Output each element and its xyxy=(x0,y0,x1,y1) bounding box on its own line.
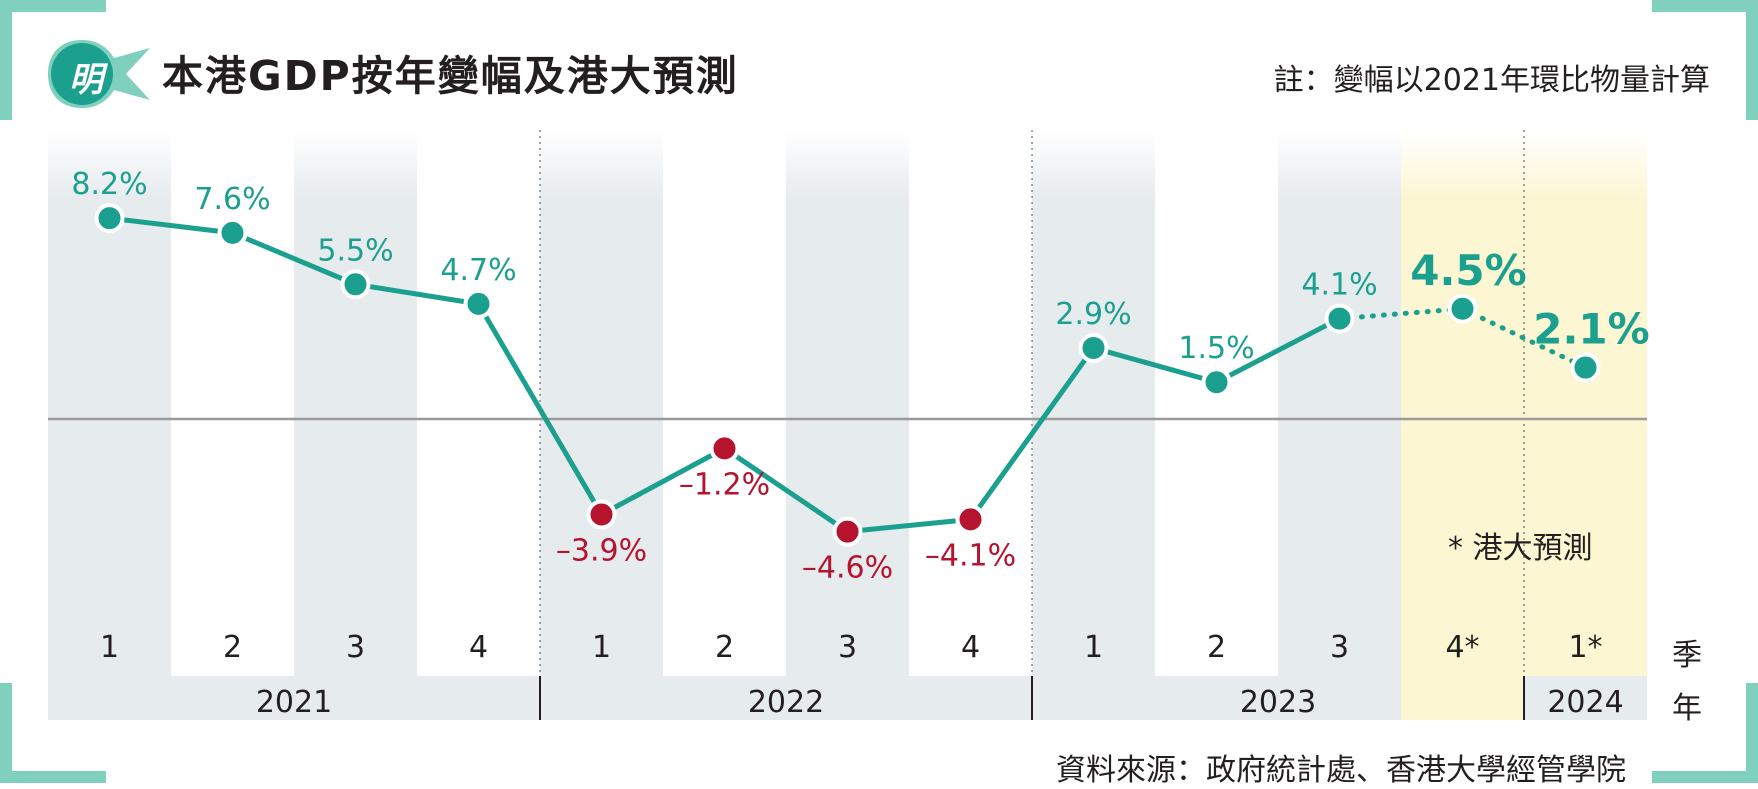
quarter-label: 3 xyxy=(838,630,857,665)
data-point xyxy=(832,516,863,547)
data-label: 7.6% xyxy=(194,182,270,217)
data-label: 1.5% xyxy=(1178,331,1254,366)
line-segment xyxy=(353,281,481,307)
quarter-band xyxy=(786,130,909,676)
data-point xyxy=(1201,367,1232,398)
line-segment xyxy=(230,230,358,287)
quarter-label: 4 xyxy=(469,630,488,665)
quarter-axis-title: 季 xyxy=(1672,638,1702,673)
year-axis-title: 年 xyxy=(1672,691,1702,726)
quarter-band xyxy=(1524,130,1647,676)
corner-accent-bottom-right-vertical xyxy=(1746,683,1758,783)
data-label: –3.9% xyxy=(556,533,647,568)
quarter-label: 3 xyxy=(1330,630,1349,665)
line-segment xyxy=(599,445,727,517)
year-label-2021: 2021 xyxy=(256,685,332,720)
quarter-label: 1 xyxy=(100,630,119,665)
chart-title: 本港GDP按年變幅及港大預測 xyxy=(162,52,739,100)
data-label: 2.1% xyxy=(1533,305,1649,354)
year-row-background xyxy=(48,676,1647,720)
data-label: 5.5% xyxy=(317,233,393,268)
data-label: 4.5% xyxy=(1410,246,1526,295)
quarter-label: 1* xyxy=(1568,630,1602,665)
quarter-label: 2 xyxy=(715,630,734,665)
data-point xyxy=(463,288,494,319)
data-label: 2.9% xyxy=(1055,297,1131,332)
line-segment xyxy=(107,215,235,236)
data-source: 資料來源：政府統計處、香港大學經管學院 xyxy=(1056,753,1626,788)
data-point xyxy=(709,433,740,464)
data-point xyxy=(1078,332,1109,363)
corner-accent-top-left xyxy=(0,0,106,12)
quarter-band xyxy=(1401,130,1524,676)
logo-text: 明 xyxy=(69,60,103,100)
quarter-band xyxy=(1278,130,1401,676)
data-label: 4.7% xyxy=(440,253,516,288)
ming-pao-logo-icon xyxy=(48,40,150,108)
quarter-label: 2 xyxy=(223,630,242,665)
forecast-note: * 港大預測 xyxy=(1448,531,1593,566)
data-point xyxy=(586,499,617,530)
corner-accent-top-right xyxy=(1652,0,1758,12)
quarter-band xyxy=(540,130,663,676)
quarter-label: 1 xyxy=(592,630,611,665)
data-point xyxy=(217,217,248,248)
quarter-band xyxy=(294,130,417,676)
data-label: –1.2% xyxy=(679,467,770,502)
data-point xyxy=(1570,352,1601,383)
line-segment xyxy=(1214,316,1342,385)
data-point xyxy=(1324,303,1355,334)
quarter-label: 1 xyxy=(1084,630,1103,665)
corner-accent-bottom-left-vertical xyxy=(0,683,12,783)
forecast-year-band xyxy=(1401,676,1524,720)
line-segment xyxy=(476,301,604,517)
year-label-2024: 2024 xyxy=(1547,685,1623,720)
data-label: –4.1% xyxy=(925,538,1016,573)
data-label: 4.1% xyxy=(1301,268,1377,303)
forecast-line-segment xyxy=(1460,306,1588,371)
line-segment xyxy=(1091,345,1219,385)
corner-accent-top-left-vertical xyxy=(0,0,12,120)
line-segment xyxy=(845,516,973,535)
band-fade xyxy=(48,130,1647,200)
data-point xyxy=(1447,293,1478,324)
corner-accent-bottom-right xyxy=(1652,771,1758,783)
quarter-label: 3 xyxy=(346,630,365,665)
quarter-label: 2 xyxy=(1207,630,1226,665)
quarter-label: 4 xyxy=(961,630,980,665)
quarter-band xyxy=(1032,130,1155,676)
data-point xyxy=(955,504,986,535)
chart-note: 註：變幅以2021年環比物量計算 xyxy=(1273,63,1710,98)
data-point xyxy=(94,203,125,234)
line-segment xyxy=(968,345,1096,522)
corner-accent-top-right-vertical xyxy=(1746,0,1758,120)
year-label-2022: 2022 xyxy=(748,685,824,720)
data-label: –4.6% xyxy=(802,551,893,586)
forecast-line-segment xyxy=(1337,306,1465,322)
corner-accent-bottom-left xyxy=(0,771,106,783)
quarter-label: 4* xyxy=(1445,630,1479,665)
data-point xyxy=(340,269,371,300)
year-label-2023: 2023 xyxy=(1240,685,1316,720)
data-label: 8.2% xyxy=(71,167,147,202)
line-segment xyxy=(722,445,850,535)
